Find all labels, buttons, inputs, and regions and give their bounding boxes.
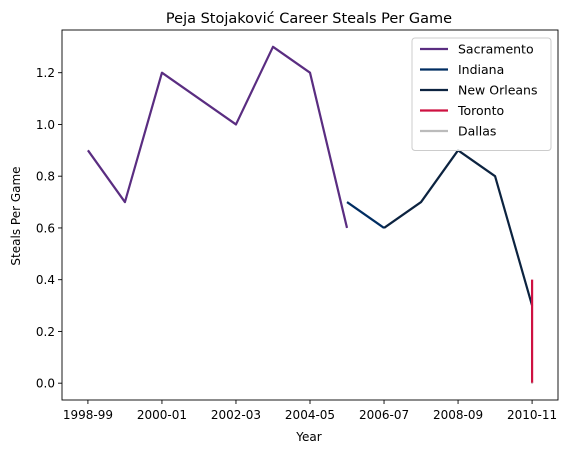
- y-tick-label: 0.4: [36, 273, 55, 287]
- series-line-sacramento: [87, 45, 349, 229]
- x-axis-label: Year: [295, 430, 321, 444]
- x-tick-label: 2010-11: [507, 408, 557, 422]
- plot-area: 1998-99 2000-01 2002-03 2004-05 2006-07 2008-…: [36, 29, 559, 422]
- x-tick-label: 2006-07: [359, 408, 409, 422]
- x-tick-label: 1998-99: [63, 408, 113, 422]
- y-tick-label: 1.0: [36, 118, 55, 132]
- legend-label-dallas: Dallas: [458, 124, 496, 139]
- chart-title: Peja Stojaković Career Steals Per Game: [166, 11, 452, 27]
- series-line-indiana: [346, 201, 385, 229]
- y-tick-label: 0.0: [36, 377, 55, 391]
- legend-label-new-orleans: New Orleans: [458, 83, 537, 98]
- legend-label-toronto: Toronto: [457, 103, 504, 118]
- x-tick-label: 2000-01: [137, 408, 187, 422]
- y-axis-label: Steals Per Game: [9, 166, 23, 265]
- series-line-new-orleans: [383, 149, 534, 306]
- legend: Sacramento Indiana New Orleans Toronto Dalla…: [411, 37, 552, 151]
- legend-box: [411, 37, 552, 151]
- y-tick-label: 0.6: [36, 221, 55, 235]
- legend-label-indiana: Indiana: [458, 62, 504, 77]
- x-tick-label: 2004-05: [285, 408, 335, 422]
- x-tick-label: 2002-03: [211, 408, 261, 422]
- y-tick-label: 0.8: [36, 170, 55, 184]
- y-tick-label: 1.2: [36, 66, 55, 80]
- series-point-dallas: [531, 382, 533, 384]
- legend-label-sacramento: Sacramento: [458, 42, 534, 57]
- x-tick-label: 2008-09: [433, 408, 483, 422]
- y-tick-label: 0.2: [36, 325, 55, 339]
